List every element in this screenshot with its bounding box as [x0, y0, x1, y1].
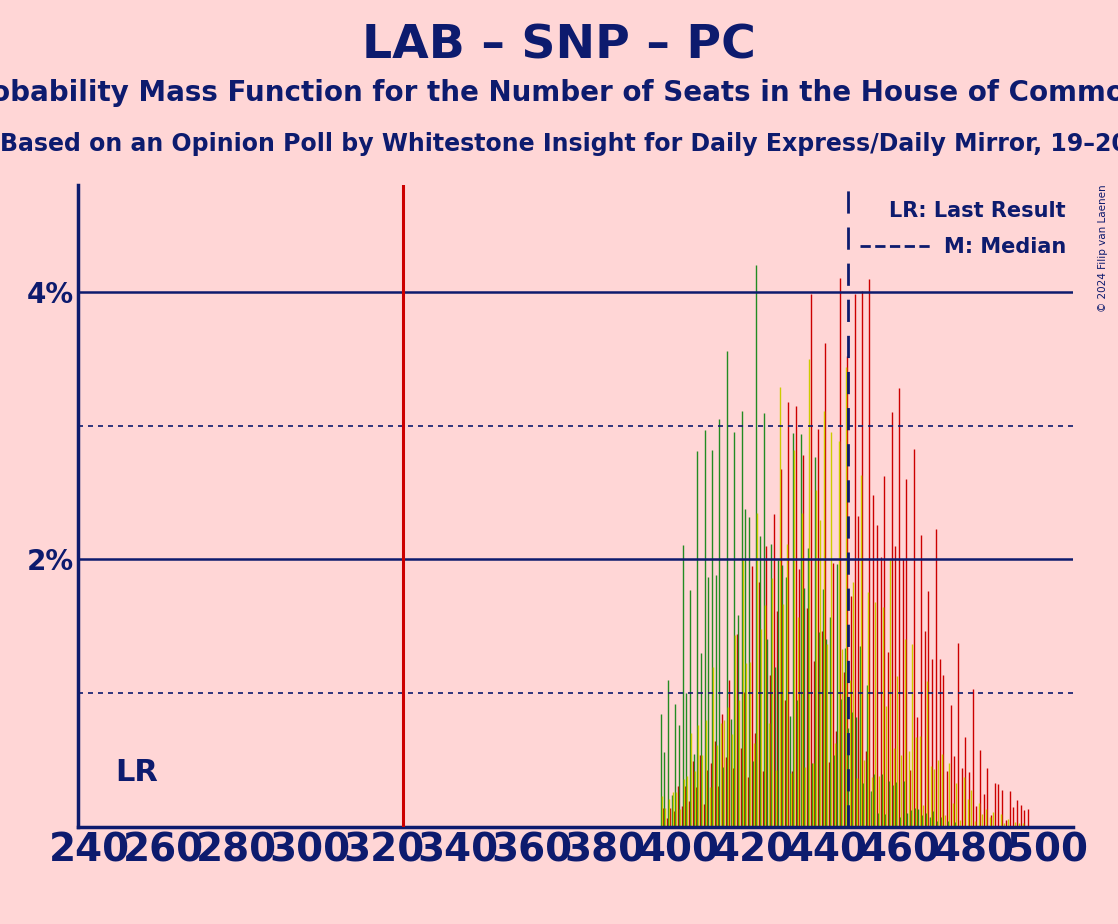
Text: Probability Mass Function for the Number of Seats in the House of Commons: Probability Mass Function for the Number… — [0, 79, 1118, 106]
Text: Based on an Opinion Poll by Whitestone Insight for Daily Express/Daily Mirror, 1: Based on an Opinion Poll by Whitestone I… — [0, 132, 1118, 156]
Text: LAB – SNP – PC: LAB – SNP – PC — [362, 23, 756, 68]
Text: LR: LR — [115, 758, 158, 787]
Text: LR: Last Result: LR: Last Result — [889, 201, 1065, 221]
Text: © 2024 Filip van Laenen: © 2024 Filip van Laenen — [1099, 185, 1108, 312]
Text: M: Median: M: Median — [944, 237, 1065, 258]
